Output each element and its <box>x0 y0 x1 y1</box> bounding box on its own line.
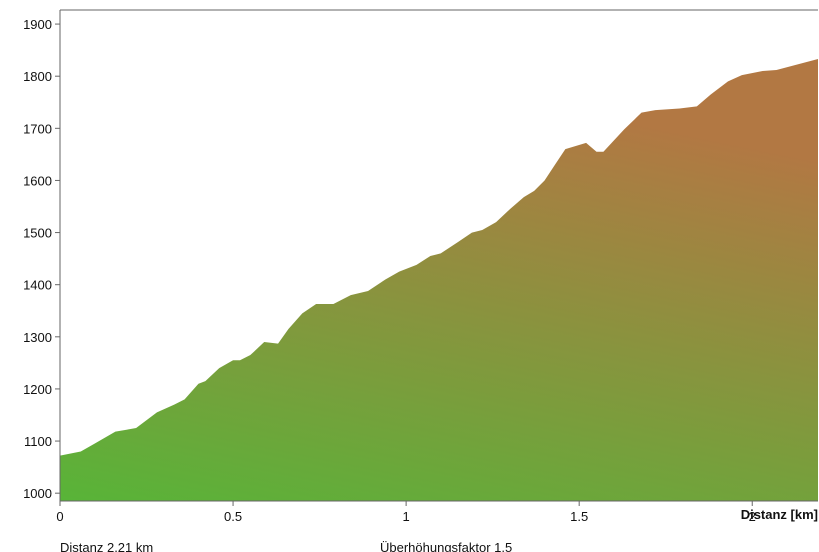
y-tick-label: 1300 <box>23 330 52 345</box>
y-tick-label: 1200 <box>23 382 52 397</box>
x-tick-label: 1 <box>403 509 410 524</box>
footer-distance: Distanz 2.21 km <box>60 540 153 552</box>
x-tick-label: 0.5 <box>224 509 242 524</box>
y-tick-label: 1800 <box>23 69 52 84</box>
x-tick-label: 2 <box>749 509 756 524</box>
y-tick-label: 1100 <box>24 434 52 449</box>
x-tick-label: 1.5 <box>570 509 588 524</box>
x-axis-label: Distanz [km] <box>741 507 818 522</box>
y-tick-label: 1900 <box>23 17 52 32</box>
footer-factor: Überhöhungsfaktor 1.5 <box>380 540 512 552</box>
x-tick-label: 0 <box>56 509 63 524</box>
y-tick-label: 1400 <box>23 278 52 293</box>
elevation-area <box>60 58 818 501</box>
y-tick-label: 1700 <box>23 121 52 136</box>
y-tick-label: 1500 <box>23 226 52 241</box>
y-tick-label: 1000 <box>23 486 52 501</box>
y-tick-label: 1600 <box>23 173 52 188</box>
